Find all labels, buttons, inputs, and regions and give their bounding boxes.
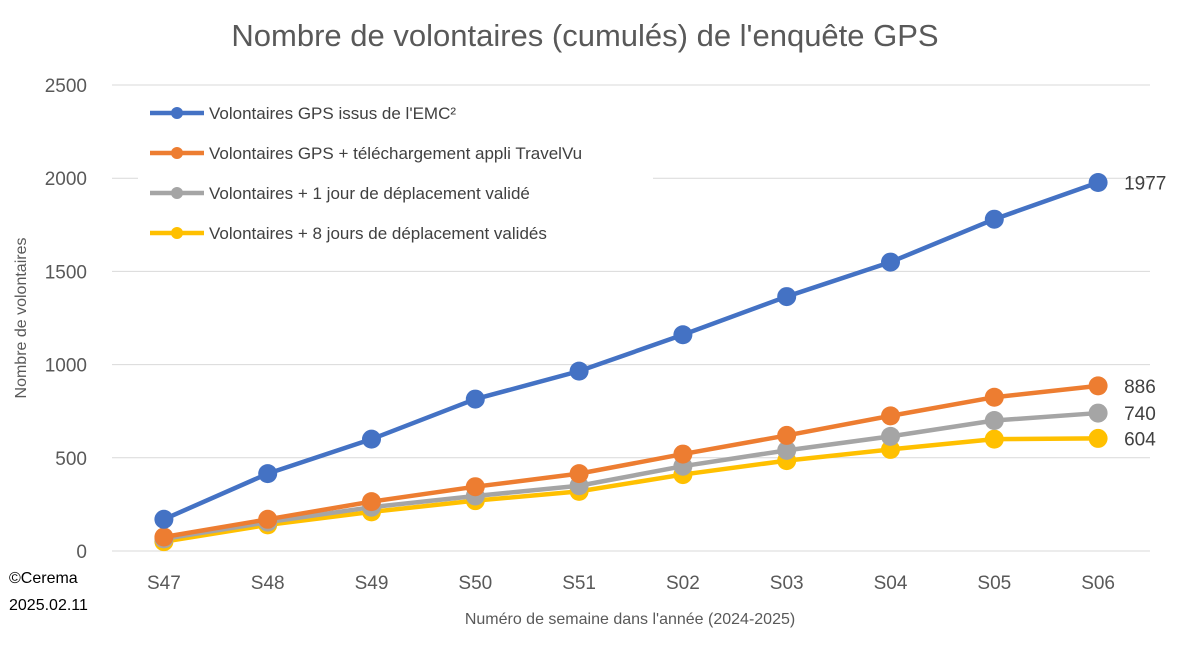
legend-item: Volontaires + 1 jour de déplacement vali… [150,184,530,203]
data-point [1088,403,1108,423]
series-line [163,410,1099,542]
legend-background [138,92,653,254]
data-point [362,429,381,449]
series-layer [154,172,1108,552]
x-axis-label: Numéro de semaine dans l'année (2024-202… [465,611,795,628]
y-tick-label: 2000 [45,169,87,190]
x-tick-label: S48 [251,573,285,594]
data-label: 1977 [1124,173,1166,194]
x-tick-label: S03 [770,573,804,594]
data-point [1088,376,1108,396]
series-line [162,180,1099,522]
data-label: 740 [1124,404,1156,425]
series-3 [154,403,1108,549]
chart-title: Nombre de volontaires (cumulés) de l'enq… [231,18,938,53]
data-point [1088,172,1108,192]
x-tick-label: S50 [458,573,492,594]
data-point [673,444,693,464]
y-tick-label: 0 [76,542,87,563]
y-tick-label: 1000 [45,356,87,377]
data-point [984,411,1004,431]
series-1 [154,172,1108,529]
x-axis-ticks: S47 S48 S49 S50 S51 S02 S03 S04 S05 S06 [147,573,1115,594]
y-axis-label: Nombre de volontaires [13,238,30,399]
legend-label: Volontaires GPS issus de l'EMC² [209,104,456,123]
x-tick-label: S51 [562,573,596,594]
data-point [984,429,1004,449]
legend-item: Volontaires GPS issus de l'EMC² [150,104,456,123]
series-4 [154,428,1108,552]
series-line [163,383,1099,540]
data-point [465,389,485,409]
data-point [777,440,797,460]
legend-marker-swatch [171,187,183,199]
credit-line-1: ©Cerema [9,570,78,587]
data-point [258,464,278,484]
data-point [465,477,485,497]
data-point [569,464,589,484]
legend-item: Volontaires + 8 jours de déplacement val… [150,224,547,243]
data-point [881,406,900,426]
legend-marker-swatch [171,227,183,239]
data-point [1088,428,1108,448]
legend-marker-swatch [171,107,183,119]
y-tick-label: 1500 [45,262,87,283]
data-point [569,361,589,381]
data-label: 604 [1124,429,1156,450]
x-tick-label: S06 [1081,573,1115,594]
x-tick-label: S05 [977,573,1011,594]
y-tick-label: 2500 [45,76,87,97]
data-point [673,325,693,345]
credit-line-2: 2025.02.11 [9,597,88,614]
legend-label: Volontaires + 1 jour de déplacement vali… [209,184,530,203]
legend-label: Volontaires GPS + téléchargement appli T… [209,144,582,163]
data-label: 886 [1124,377,1156,398]
data-point [984,209,1004,229]
data-point [258,509,278,529]
legend: Volontaires GPS issus de l'EMC² Volontair… [150,104,582,243]
data-point [154,509,174,529]
data-point [154,527,174,547]
series-2 [154,376,1108,547]
y-axis-ticks: 0 500 1000 1500 2000 2500 [45,76,87,563]
legend-label: Volontaires + 8 jours de déplacement val… [209,224,547,243]
data-point [777,425,797,445]
x-tick-label: S49 [355,573,389,594]
data-point [881,426,900,446]
series-line [163,436,1099,544]
legend-item: Volontaires GPS + téléchargement appli T… [150,144,582,163]
x-tick-label: S47 [147,573,181,594]
data-point [881,252,900,272]
x-tick-label: S04 [874,573,908,594]
y-tick-label: 500 [55,449,87,470]
data-point [881,439,900,459]
x-tick-label: S02 [666,573,700,594]
end-labels: 604 740 886 1977 [1124,173,1166,450]
data-point [362,492,381,512]
data-point [777,287,797,307]
legend-marker-swatch [171,147,183,159]
data-point [984,387,1004,407]
